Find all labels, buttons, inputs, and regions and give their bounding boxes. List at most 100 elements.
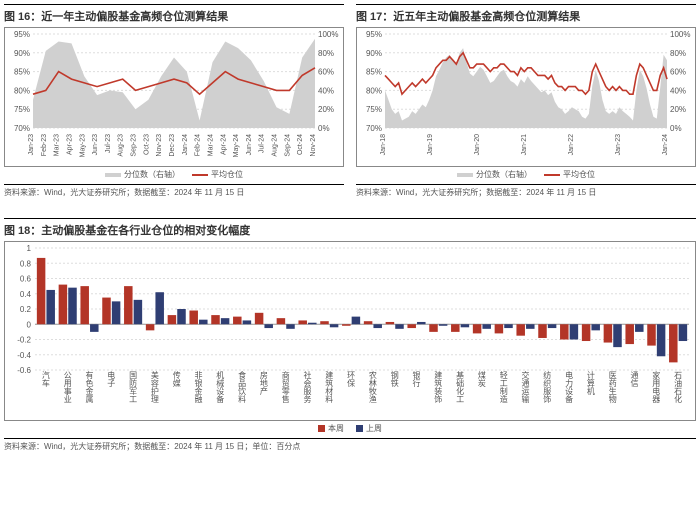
svg-text:Aug-24: Aug-24: [272, 134, 279, 157]
svg-text:85%: 85%: [366, 68, 382, 77]
chart17-legend-area-label: 分位数（右轴）: [476, 169, 532, 180]
svg-text:75%: 75%: [14, 105, 30, 114]
svg-text:Jan-24: Jan-24: [182, 134, 189, 156]
svg-text:建筑装饰: 建筑装饰: [434, 370, 442, 404]
svg-text:Jan-23: Jan-23: [28, 134, 35, 156]
series-a-swatch: [318, 425, 325, 432]
svg-text:80%: 80%: [14, 86, 30, 95]
svg-text:医药生物: 医药生物: [609, 371, 617, 404]
chart16-title: 图 16：近一年主动偏股基金高频仓位测算结果: [4, 4, 344, 27]
chart17-legend: 分位数（右轴） 平均仓位: [356, 169, 696, 180]
svg-text:Jun-24: Jun-24: [246, 134, 253, 156]
svg-text:通信: 通信: [631, 370, 639, 388]
svg-text:Nov-24: Nov-24: [310, 134, 317, 157]
svg-text:Sep-23: Sep-23: [131, 134, 138, 157]
svg-text:Mar-24: Mar-24: [207, 134, 214, 156]
svg-text:传媒: 传媒: [173, 370, 181, 388]
chart16-legend: 分位数（右轴） 平均仓位: [4, 169, 344, 180]
svg-text:Nov-23: Nov-23: [156, 134, 163, 157]
svg-text:100%: 100%: [670, 30, 690, 39]
chart17-source: 资料来源：Wind，光大证券研究所；数据截至：2024 年 11 月 15 日: [356, 184, 696, 198]
svg-text:计算机: 计算机: [587, 370, 595, 396]
svg-text:Jan-21: Jan-21: [521, 134, 528, 156]
svg-text:电子: 电子: [107, 370, 115, 388]
svg-text:建筑材料: 建筑材料: [325, 370, 333, 404]
svg-text:Feb-23: Feb-23: [41, 134, 48, 156]
svg-text:Jan-20: Jan-20: [474, 134, 481, 156]
line-swatch: [544, 174, 560, 176]
svg-text:轻工制造: 轻工制造: [500, 370, 508, 404]
svg-text:Jul-23: Jul-23: [105, 134, 112, 153]
svg-text:Apr-24: Apr-24: [220, 134, 227, 155]
svg-text:美容护理: 美容护理: [151, 370, 159, 404]
svg-text:交通运输: 交通运输: [522, 370, 530, 404]
svg-text:90%: 90%: [366, 49, 382, 58]
chart17-title: 图 17：近五年主动偏股基金高频仓位测算结果: [356, 4, 696, 27]
svg-text:非银金融: 非银金融: [195, 370, 203, 404]
svg-text:85%: 85%: [14, 68, 30, 77]
svg-text:95%: 95%: [366, 30, 382, 39]
chart17-card: 图 17：近五年主动偏股基金高频仓位测算结果 70% 75% 80% 85% 90% 95…: [356, 4, 696, 198]
svg-text:May-24: May-24: [233, 134, 240, 157]
svg-text:Feb-24: Feb-24: [195, 134, 202, 156]
svg-text:机械设备: 机械设备: [216, 370, 224, 404]
chart16-card: 图 16：近一年主动偏股基金高频仓位测算结果 70%75%80%85%90%95…: [4, 4, 344, 198]
svg-text:0.6: 0.6: [20, 275, 32, 284]
svg-text:0.2: 0.2: [20, 305, 32, 314]
chart18-legend-a: 本周: [318, 423, 344, 434]
chart17-legend-line: 平均仓位: [544, 169, 595, 180]
chart18-legend: 本周 上周: [4, 423, 696, 434]
svg-text:0.4: 0.4: [20, 290, 32, 299]
svg-text:Jun-23: Jun-23: [92, 134, 99, 156]
chart18-legend-b-label: 上周: [366, 423, 382, 434]
chart18-legend-a-label: 本周: [328, 423, 344, 434]
svg-text:0.8: 0.8: [20, 259, 32, 268]
svg-text:100%: 100%: [318, 30, 338, 39]
chart16-legend-area: 分位数（右轴）: [105, 169, 180, 180]
svg-text:40%: 40%: [318, 86, 334, 95]
svg-text:食品饮料: 食品饮料: [238, 370, 246, 404]
svg-text:Jul-24: Jul-24: [259, 134, 266, 153]
svg-text:社会服务: 社会服务: [304, 370, 312, 404]
area-swatch: [457, 173, 473, 177]
svg-text:Sep-24: Sep-24: [284, 134, 291, 157]
chart18-plot: -0.6-0.4-0.200.20.40.60.81汽车公用事业有色金属电子国防…: [4, 241, 696, 421]
svg-text:煤炭: 煤炭: [478, 370, 486, 388]
chart16-legend-line: 平均仓位: [192, 169, 243, 180]
svg-text:Jan-23: Jan-23: [615, 134, 622, 156]
svg-text:70%: 70%: [366, 124, 382, 133]
svg-text:80%: 80%: [670, 49, 686, 58]
svg-text:Jan-18: Jan-18: [380, 134, 387, 156]
svg-text:汽车: 汽车: [42, 370, 50, 388]
svg-text:石油石化: 石油石化: [674, 371, 682, 404]
svg-text:钢铁: 钢铁: [391, 370, 399, 388]
svg-text:Apr-23: Apr-23: [66, 134, 73, 155]
svg-text:纺织服饰: 纺织服饰: [543, 370, 551, 404]
svg-text:80%: 80%: [318, 49, 334, 58]
svg-text:70%: 70%: [14, 124, 30, 133]
svg-text:银行: 银行: [413, 370, 421, 388]
chart17-legend-line-label: 平均仓位: [563, 169, 595, 180]
svg-text:1: 1: [27, 244, 32, 253]
chart16-legend-area-label: 分位数（右轴）: [124, 169, 180, 180]
svg-text:60%: 60%: [318, 68, 334, 77]
svg-text:60%: 60%: [670, 68, 686, 77]
chart18-title: 图 18：主动偏股基金在各行业仓位的相对变化幅度: [4, 218, 696, 241]
svg-text:公用事业: 公用事业: [64, 371, 72, 404]
svg-text:75%: 75%: [366, 105, 382, 114]
svg-text:40%: 40%: [670, 86, 686, 95]
svg-text:电力设备: 电力设备: [565, 370, 573, 404]
svg-text:Jan-22: Jan-22: [568, 134, 575, 156]
chart17-legend-area: 分位数（右轴）: [457, 169, 532, 180]
svg-text:-0.6: -0.6: [17, 366, 31, 375]
svg-text:0%: 0%: [670, 124, 682, 133]
svg-text:90%: 90%: [14, 49, 30, 58]
svg-text:基础化工: 基础化工: [456, 370, 464, 404]
chart16-plot: 70%75%80%85%90%95%0%20%40%60%80%100%Jan-…: [4, 27, 344, 167]
chart18-source: 资料来源：Wind，光大证券研究所；数据截至：2024 年 11 月 15 日；…: [4, 438, 696, 452]
svg-text:0%: 0%: [318, 124, 330, 133]
top-row: 图 16：近一年主动偏股基金高频仓位测算结果 70% 75% 80% 85% 90% 95…: [4, 4, 696, 198]
line-swatch: [192, 174, 208, 176]
chart18-card: 图 18：主动偏股基金在各行业仓位的相对变化幅度 -0.6-0.4-0.200.…: [4, 218, 696, 452]
chart16-legend-line-label: 平均仓位: [211, 169, 243, 180]
